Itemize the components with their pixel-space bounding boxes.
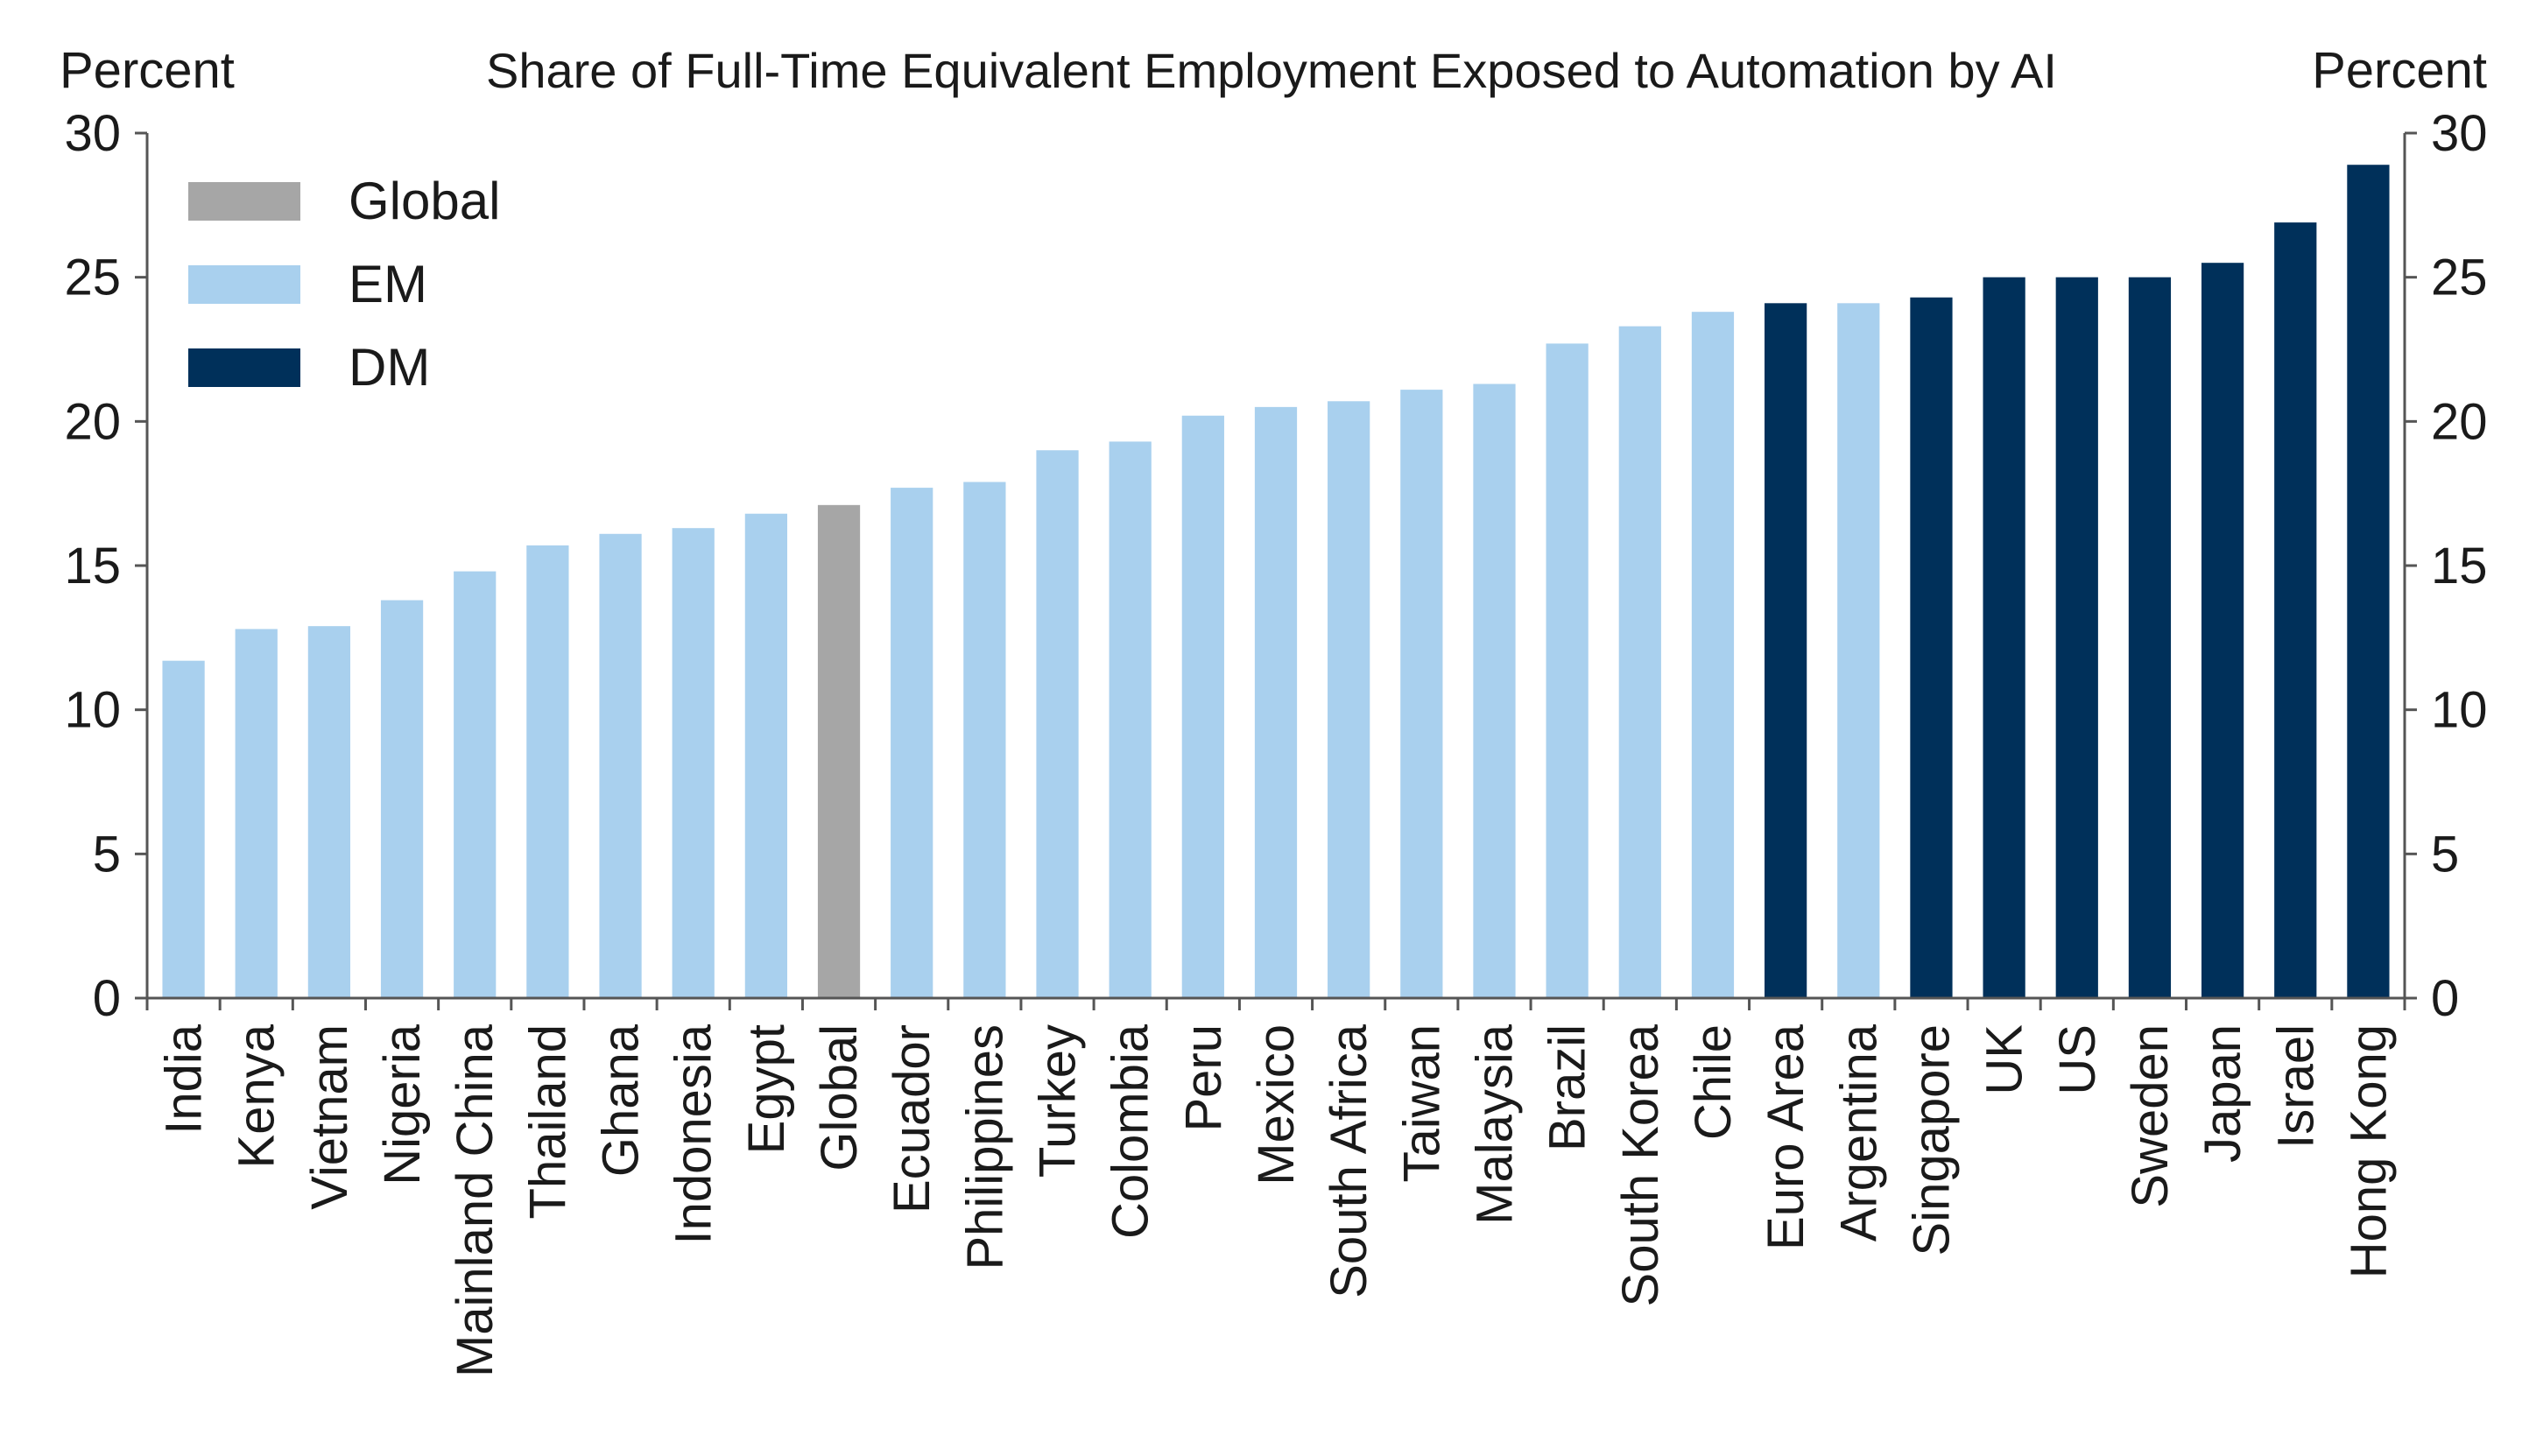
category-label: Israel (2267, 1024, 2324, 1149)
bar-brazil (1546, 343, 1589, 998)
bar-nigeria (380, 600, 424, 998)
bar-kenya (235, 629, 278, 998)
right-tick-label: 15 (2431, 538, 2488, 594)
category-label: Thailand (519, 1024, 576, 1219)
category-label: Colombia (1102, 1023, 1159, 1239)
category-label: Taiwan (1393, 1024, 1450, 1183)
bar-vietnam (307, 626, 351, 998)
right-axis: 0 5 10 15 20 25 30 (2405, 105, 2488, 1027)
left-tick-label: 0 (93, 970, 121, 1027)
bar-israel (2274, 222, 2317, 999)
left-axis-unit-label: Percent (60, 42, 235, 99)
category-label: South Africa (1321, 1023, 1377, 1298)
chart-title: Share of Full-Time Equivalent Employment… (486, 43, 2057, 98)
left-tick-label: 30 (64, 105, 121, 162)
bar-us (2055, 277, 2098, 999)
bar-south-africa (1328, 401, 1370, 998)
legend-label-em: EM (349, 255, 427, 313)
category-label: Kenya (229, 1023, 285, 1168)
category-label: Ghana (593, 1023, 650, 1177)
left-tick-label: 10 (64, 682, 121, 739)
category-label: Egypt (738, 1024, 795, 1154)
right-tick-label: 20 (2431, 393, 2488, 450)
right-axis-unit-label: Percent (2312, 42, 2487, 99)
category-label: Indonesia (666, 1023, 722, 1244)
right-tick-label: 5 (2431, 826, 2459, 883)
right-tick-label: 30 (2431, 105, 2488, 162)
category-label: Brazil (1539, 1024, 1596, 1151)
category-label: Argentina (1830, 1023, 1887, 1241)
category-label: Singapore (1903, 1024, 1960, 1256)
category-label: Mainland China (447, 1023, 504, 1377)
bar-indonesia (672, 528, 715, 998)
category-label: Turkey (1030, 1024, 1087, 1178)
category-label: India (156, 1023, 213, 1135)
category-label: Peru (1175, 1024, 1232, 1132)
bar-colombia (1109, 441, 1152, 998)
left-tick-label: 25 (64, 250, 121, 306)
bar-argentina (1837, 303, 1880, 999)
bar-south-korea (1618, 326, 1661, 998)
legend-swatch-dm (188, 348, 300, 387)
category-label: Malaysia (1466, 1023, 1523, 1225)
bar-sweden (2128, 277, 2172, 999)
bar-japan (2201, 263, 2244, 998)
bar-mexico (1254, 406, 1298, 998)
category-label: Mexico (1248, 1024, 1305, 1185)
category-label: UK (1976, 1024, 2033, 1095)
bar-ecuador (891, 488, 933, 998)
bars-group (162, 165, 2390, 999)
bar-malaysia (1473, 383, 1516, 998)
bar-turkey (1036, 450, 1079, 998)
category-label: Nigeria (374, 1023, 431, 1185)
bar-philippines (963, 482, 1006, 998)
bar-global (817, 504, 861, 998)
category-label: Philippines (956, 1024, 1013, 1270)
category-label: Vietnam (301, 1024, 358, 1210)
category-label: Chile (1685, 1024, 1742, 1140)
right-tick-label: 25 (2431, 250, 2488, 306)
right-tick-label: 0 (2431, 970, 2459, 1027)
category-label: South Korea (1612, 1023, 1669, 1306)
bar-euro-area (1765, 303, 1807, 999)
legend: Global EM DM (188, 172, 500, 397)
legend-label-global: Global (349, 172, 500, 230)
category-label: Japan (2194, 1024, 2251, 1163)
bar-taiwan (1400, 390, 1443, 998)
category-label: Global (811, 1024, 868, 1171)
left-tick-label: 20 (64, 393, 121, 450)
left-tick-label: 15 (64, 538, 121, 594)
bar-ghana (599, 533, 642, 998)
bar-peru (1181, 415, 1224, 998)
left-tick-label: 5 (93, 826, 121, 883)
legend-swatch-global (188, 182, 300, 221)
legend-swatch-em (188, 265, 300, 304)
category-label: Sweden (2122, 1024, 2179, 1208)
category-label: Hong Kong (2340, 1024, 2397, 1278)
bar-thailand (526, 545, 569, 998)
right-tick-label: 10 (2431, 682, 2488, 739)
bar-hong-kong (2347, 165, 2390, 998)
legend-label-dm: DM (349, 338, 430, 397)
bar-mainland-china (454, 571, 497, 998)
category-axis: India Kenya Vietnam Nigeria Mainland China Th… (145, 998, 2406, 1377)
category-label: Euro Area (1758, 1023, 1814, 1250)
bar-chile (1691, 312, 1735, 999)
bar-egypt (744, 513, 787, 998)
bar-uk (1983, 277, 2025, 999)
category-label: US (2049, 1024, 2106, 1095)
category-label: Ecuador (884, 1024, 940, 1213)
left-axis: 0 5 10 15 20 25 30 (64, 105, 147, 1027)
bar-india (162, 660, 205, 998)
bar-singapore (1910, 297, 1953, 999)
